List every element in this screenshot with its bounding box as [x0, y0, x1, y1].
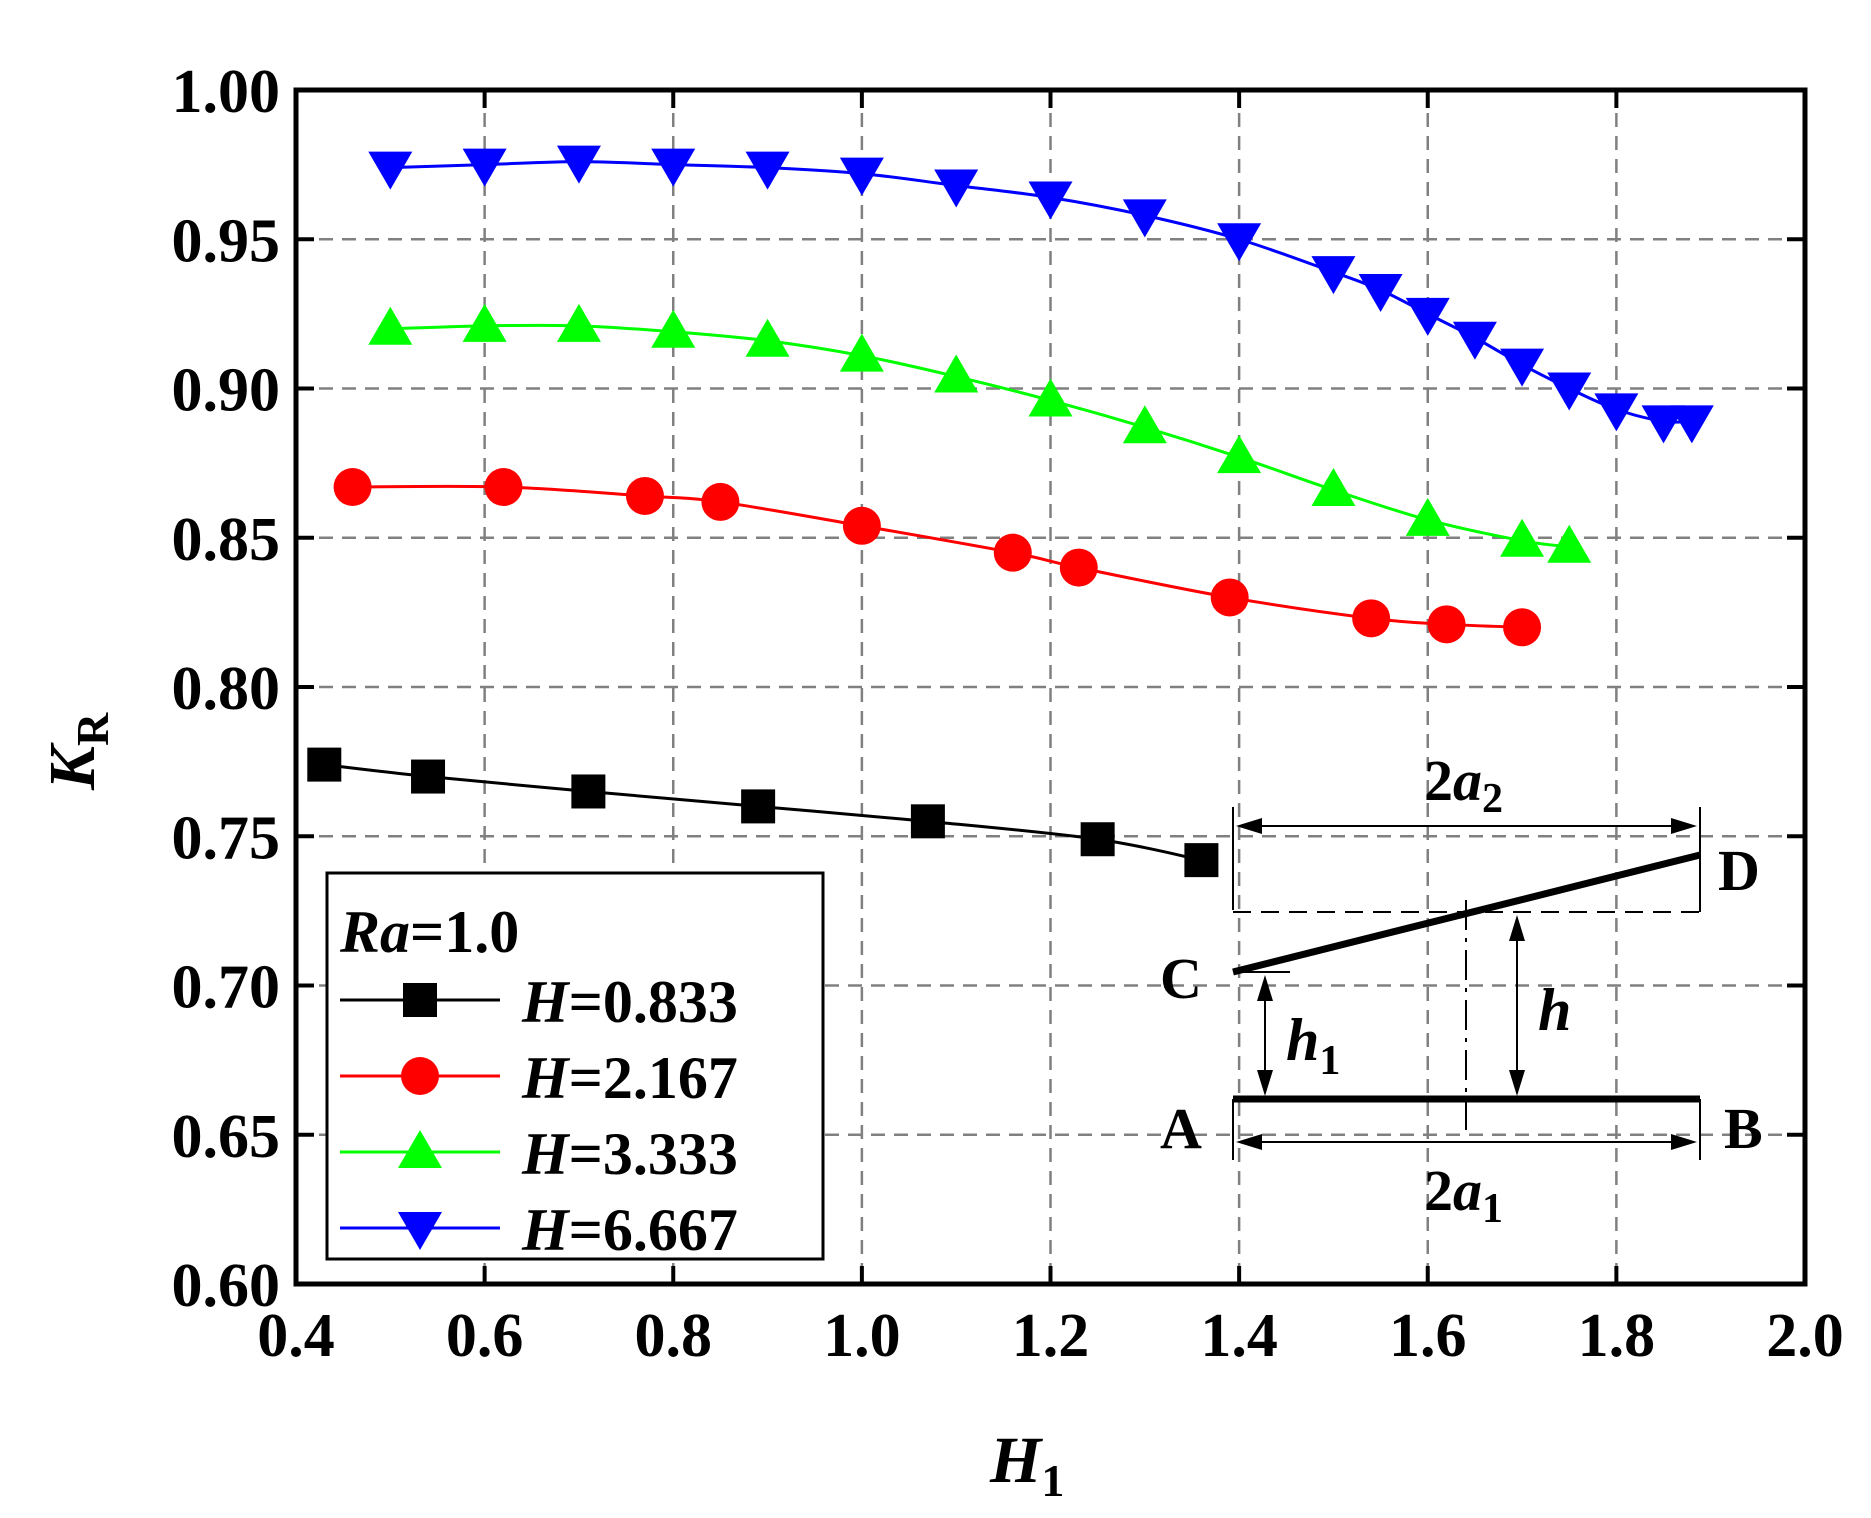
- axis-ticks: [294, 88, 1807, 1286]
- data-point: [368, 151, 413, 190]
- x-tick-label: 1.4: [1200, 1302, 1278, 1370]
- data-point: [934, 169, 979, 208]
- x-tick-label: 1.8: [1578, 1302, 1656, 1370]
- x-tick-label: 0.6: [446, 1302, 524, 1370]
- data-point: [651, 148, 696, 187]
- data-point: [1669, 405, 1714, 444]
- data-point: [934, 354, 979, 393]
- data-point: [1122, 405, 1167, 444]
- y-tick-label: 0.85: [172, 506, 281, 574]
- bottom-width-label: 2a1: [1424, 1158, 1503, 1232]
- data-point: [484, 468, 523, 507]
- data-point: [1352, 599, 1391, 638]
- data-point: [462, 148, 507, 187]
- legend-marker: [403, 983, 437, 1017]
- point-d-label: D: [1718, 838, 1760, 903]
- data-point: [993, 533, 1032, 572]
- legend-label: H=2.167: [521, 1045, 738, 1111]
- data-point: [1028, 378, 1073, 417]
- data-point: [462, 303, 507, 342]
- legend-label: H=3.333: [521, 1121, 738, 1187]
- x-axis-title: H1: [989, 1424, 1064, 1506]
- data-point: [1028, 181, 1073, 220]
- data-point: [839, 333, 884, 372]
- data-point: [1405, 297, 1450, 336]
- y-tick-label: 0.75: [172, 804, 281, 872]
- data-point: [842, 506, 881, 545]
- data-point: [1122, 199, 1167, 238]
- data-point: [1358, 273, 1403, 312]
- y-axis-title: KR: [36, 712, 118, 791]
- data-point: [1217, 435, 1262, 474]
- data-point: [1311, 467, 1356, 506]
- y-tick-label: 1.00: [172, 58, 281, 126]
- data-point: [1080, 822, 1115, 857]
- point-c-label: C: [1160, 946, 1202, 1011]
- data-point: [556, 145, 601, 184]
- data-point: [1594, 393, 1639, 432]
- y-tick-label: 0.70: [172, 954, 281, 1022]
- data-point: [1427, 605, 1466, 644]
- data-point: [307, 747, 342, 782]
- y-tick-label: 0.65: [172, 1103, 281, 1171]
- legend-label: H=6.667: [521, 1197, 738, 1263]
- x-tick-label: 2.0: [1766, 1302, 1844, 1370]
- x-tick-label: 1.6: [1389, 1302, 1467, 1370]
- point-a-label: A: [1160, 1096, 1202, 1161]
- data-point: [839, 157, 884, 196]
- data-point: [745, 318, 790, 357]
- data-point: [1547, 524, 1592, 563]
- data-point: [701, 482, 740, 521]
- data-point: [651, 309, 696, 348]
- legend-marker: [401, 1057, 439, 1095]
- h1-label: h1: [1286, 1007, 1340, 1084]
- x-tick-label: 0.8: [635, 1302, 713, 1370]
- geometry-inset: [1232, 807, 1701, 1160]
- y-tick-label: 0.95: [172, 207, 281, 275]
- data-point: [1452, 321, 1497, 360]
- data-point: [411, 759, 446, 794]
- point-b-label: B: [1724, 1096, 1763, 1161]
- x-tick-label: 1.2: [1012, 1302, 1090, 1370]
- data-point: [1210, 578, 1249, 617]
- data-point: [745, 151, 790, 190]
- data-point: [571, 774, 606, 809]
- y-tick-label: 0.80: [172, 655, 281, 723]
- legend-label: H=0.833: [521, 969, 738, 1035]
- y-tick-label: 0.60: [172, 1252, 281, 1320]
- data-point: [1059, 548, 1098, 587]
- geometry-inset-labels: 2a2 2a1 A B C D h1 h: [1160, 748, 1763, 1232]
- series-markers: [307, 145, 1714, 878]
- h1-arrows: [1257, 975, 1273, 1096]
- data-point: [1500, 348, 1545, 387]
- legend-title: Ra=1.0: [339, 899, 519, 965]
- data-point: [1184, 843, 1219, 878]
- top-width-label: 2a2: [1424, 748, 1503, 822]
- x-tick-label: 1.0: [823, 1302, 901, 1370]
- x-tick-label: 0.4: [257, 1302, 335, 1370]
- data-point: [556, 303, 601, 342]
- data-point: [1217, 223, 1262, 262]
- data-point: [1500, 518, 1545, 557]
- data-point: [1405, 497, 1450, 536]
- data-point: [741, 789, 776, 824]
- data-point: [333, 468, 372, 507]
- y-tick-labels: 0.60 0.65 0.70 0.75 0.80 0.85 0.90 0.95 1.00: [172, 58, 281, 1320]
- data-point: [625, 476, 664, 515]
- data-point: [1547, 372, 1592, 411]
- legend: Ra=1.0 H=0.833 H=2.167 H=3.333 H=6.667: [325, 871, 825, 1263]
- data-point: [1641, 405, 1686, 444]
- x-tick-labels: 0.4 0.6 0.8 1.0 1.2 1.4 1.6 1.8 2.0: [257, 1302, 1844, 1370]
- data-point: [1311, 256, 1356, 295]
- legend-marker: [398, 1130, 442, 1168]
- legend-items: H=0.833 H=2.167 H=3.333 H=6.667: [340, 969, 738, 1263]
- data-point: [1503, 608, 1542, 647]
- data-point: [910, 804, 945, 839]
- data-point: [368, 306, 413, 345]
- y-tick-label: 0.90: [172, 357, 281, 425]
- h-label: h: [1538, 977, 1571, 1043]
- legend-marker: [398, 1212, 442, 1250]
